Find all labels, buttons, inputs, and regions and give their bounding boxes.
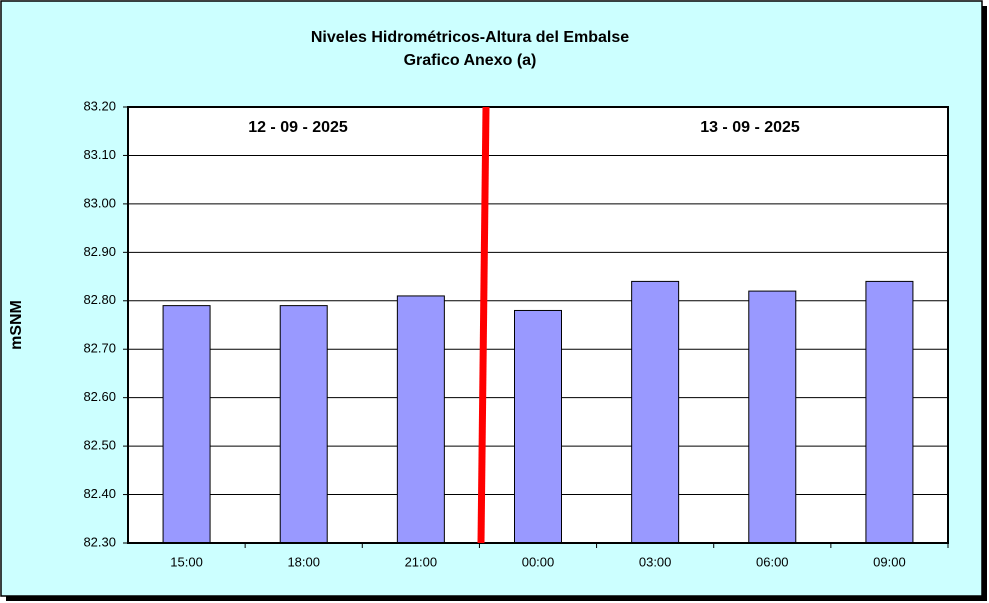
date-annotation: 12 - 09 - 2025 (248, 119, 348, 136)
bar (748, 290, 797, 544)
bar (279, 305, 328, 544)
chart-subtitle: Grafico Anexo (a) (404, 52, 537, 69)
plot-border (127, 106, 949, 544)
date-divider (477, 106, 490, 544)
y-axis-label: mSNM (8, 300, 25, 350)
x-tick-label: 03:00 (639, 554, 672, 569)
y-tick-label: 82.60 (83, 389, 116, 404)
x-tick-label: 18:00 (287, 554, 320, 569)
chart-title: Niveles Hidrométricos-Altura del Embalse (311, 29, 629, 46)
x-tick-label: 21:00 (405, 554, 438, 569)
y-tick-label: 83.20 (83, 98, 116, 113)
bar (865, 280, 914, 544)
x-tick-label: 00:00 (522, 554, 555, 569)
y-tick-label: 82.90 (83, 244, 116, 259)
y-tick-label: 83.00 (83, 195, 116, 210)
y-tick-label: 82.80 (83, 292, 116, 307)
date-annotation: 13 - 09 - 2025 (700, 119, 800, 136)
x-tick-label: 09:00 (873, 554, 906, 569)
y-tick-label: 82.70 (83, 341, 116, 356)
y-tick-label: 82.30 (83, 534, 116, 549)
x-tick-label: 06:00 (756, 554, 789, 569)
bar (631, 280, 680, 544)
bar (514, 309, 562, 544)
bar (162, 305, 211, 544)
bar (396, 295, 445, 544)
x-tick-label: 15:00 (170, 554, 203, 569)
y-tick-label: 82.50 (83, 438, 116, 453)
y-tick-label: 83.10 (83, 147, 116, 162)
y-tick-label: 82.40 (83, 486, 116, 501)
